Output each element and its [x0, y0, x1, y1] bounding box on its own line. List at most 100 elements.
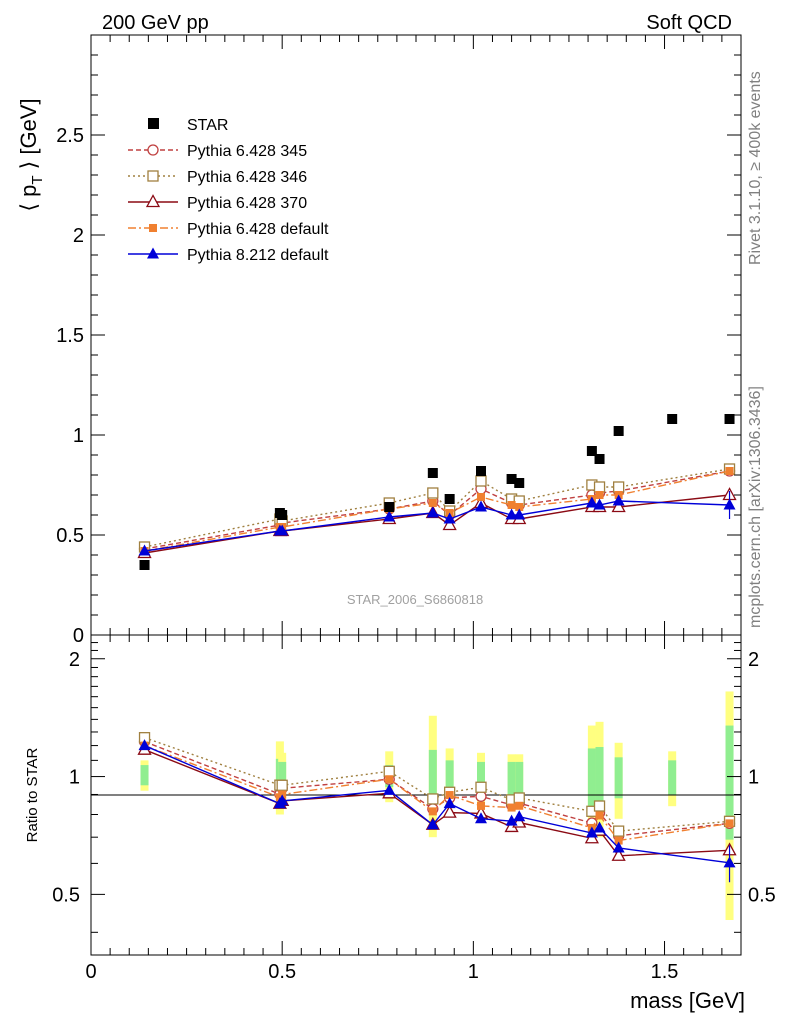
ratio-band-inner — [278, 761, 287, 791]
ratio-point-pythia-6-428-370 — [442, 804, 457, 818]
ratio-point-pythia-6-428-346 — [427, 793, 439, 805]
ratio-point-pythia-6-428-default — [507, 803, 516, 812]
header-left-title: 200 GeV pp — [102, 12, 209, 34]
legend-label: Pythia 6.428 346 — [187, 169, 307, 186]
point-star-data — [514, 478, 525, 488]
ratio-point-pythia-6-428-346 — [475, 781, 487, 793]
ratio-point-pythia-8-212-default — [426, 818, 439, 830]
point-star-data — [724, 414, 735, 424]
ratio-point-pythia-6-428-default — [385, 775, 394, 784]
point-star-data — [139, 560, 150, 570]
point-pythia-8-212-default — [585, 496, 598, 508]
ratio-band-inner — [614, 757, 623, 799]
main-data-layer — [139, 414, 735, 570]
ratio-ticks: 0 0.5 1 1.5 0.5 0.5 1 1 2 2 — [52, 635, 776, 983]
ratio-point-pythia-8-212-default — [593, 821, 606, 833]
ratio-point-pythia-8-212-default — [443, 797, 456, 809]
ratio-band-inner — [477, 761, 485, 791]
y-axis-label-sub: T — [29, 175, 46, 184]
ratio-point-pythia-6-428-default — [477, 801, 485, 810]
main-panel: 0 0.5 1 1.5 2 2.5 STAR_2006_S6860818 — [56, 34, 742, 647]
ratio-point-pythia-8-212-default — [585, 826, 598, 838]
ratio-point-pythia-6-428-346 — [383, 765, 395, 777]
point-pythia-6-428-370 — [442, 517, 457, 531]
x-tick-label: 0.5 — [268, 961, 296, 983]
point-pythia-8-212-default — [505, 508, 518, 520]
legend-marker — [145, 194, 161, 208]
main-series-layer — [137, 463, 737, 559]
legend-marker — [147, 170, 159, 182]
point-pythia-8-212-default — [138, 544, 151, 556]
point-pythia-8-212-default — [513, 508, 526, 520]
point-pythia-6-428-370 — [611, 499, 626, 513]
point-pythia-8-212-default — [426, 506, 439, 518]
point-pythia-8-212-default — [475, 500, 487, 512]
y-tick-label: 1.5 — [56, 325, 84, 347]
mcplots-label: mcplots.cern.ch [arXiv:1306.3436] — [747, 386, 764, 628]
ratio-band-inner — [140, 765, 149, 786]
ratio-band-inner — [668, 760, 677, 795]
ratio-panel: 0 0.5 1 1.5 0.5 0.5 1 1 2 2 — [52, 634, 776, 983]
ratio-point-pythia-6-428-346 — [513, 792, 525, 804]
ratio-point-pythia-8-212-default — [138, 739, 151, 751]
point-pythia-8-212-default — [383, 510, 396, 522]
ratio-bands-layer — [140, 691, 734, 921]
point-pythia-6-428-346 — [612, 481, 625, 493]
x-tick-label: 1 — [468, 961, 479, 983]
ratio-point-pythia-8-212-default — [723, 856, 736, 868]
ratio-tick-label: 0.5 — [52, 884, 80, 906]
legend-marker-star — [148, 118, 159, 129]
legend-label: Pythia 6.428 370 — [187, 195, 307, 212]
y-tick-label: 2 — [73, 225, 84, 247]
ratio-point-pythia-8-212-default — [475, 812, 487, 824]
point-pythia-6-428-346 — [427, 487, 439, 499]
ratio-point-pythia-6-428-default — [445, 791, 454, 800]
point-pythia-6-428-default — [725, 467, 734, 475]
legend: STAR Pythia 6.428 345 Pythia 6.428 346 Pyth… — [128, 117, 329, 264]
point-pythia-6-428-default — [477, 493, 485, 501]
ratio-tick-label-right: 2 — [748, 649, 759, 671]
y-tick-label: 0 — [73, 625, 84, 647]
rivet-version-label: Rivet 3.1.10, ≥ 400k events — [747, 71, 764, 265]
series-line-pythia-6-428-346 — [144, 468, 730, 548]
ratio-point-pythia-8-212-default — [383, 783, 396, 795]
ratio-point-pythia-6-428-default — [725, 819, 734, 828]
point-pythia-8-212-default — [443, 512, 456, 524]
point-star-data — [384, 502, 395, 512]
ratio-band-inner — [515, 761, 524, 795]
point-pythia-8-212-default — [276, 524, 289, 536]
point-star-data — [444, 494, 455, 504]
analysis-watermark: STAR_2006_S6860818 — [347, 592, 483, 607]
x-tick-label: 0 — [85, 961, 96, 983]
point-star-data — [277, 510, 288, 520]
point-pythia-8-212-default — [612, 494, 625, 506]
ratio-y-axis-label: Ratio to STAR — [24, 747, 41, 842]
ratio-point-pythia-6-428-346 — [593, 800, 606, 812]
ratio-band-inner — [595, 747, 604, 811]
header-right-title: Soft QCD — [646, 12, 732, 34]
ratio-series-layer — [137, 732, 737, 883]
point-pythia-6-428-default — [428, 499, 437, 507]
ratio-point-pythia-6-428-346 — [612, 825, 625, 837]
legend-label: Pythia 6.428 345 — [187, 143, 307, 160]
ratio-point-pythia-8-212-default — [513, 810, 526, 822]
point-pythia-6-428-346 — [593, 481, 606, 493]
point-pythia-6-428-346 — [475, 475, 487, 487]
ratio-band-inner — [507, 761, 516, 795]
legend-label: Pythia 8.212 default — [187, 247, 329, 264]
point-star-data — [613, 426, 624, 436]
series-line-pythia-8-212-default — [144, 500, 730, 552]
y-tick-label: 0.5 — [56, 525, 84, 547]
y-axis-label-open: ⟨ p — [16, 185, 41, 212]
ratio-band-inner — [428, 749, 437, 805]
ratio-point-pythia-6-428-346 — [276, 779, 288, 791]
point-pythia-6-428-default — [595, 491, 604, 499]
point-star-data — [594, 454, 605, 464]
ratio-point-pythia-6-428-default — [614, 836, 623, 845]
point-pythia-8-212-default — [593, 498, 606, 510]
point-star-data — [586, 446, 597, 456]
x-axis-label: mass [GeV] — [630, 988, 745, 1013]
ratio-tick-label: 1 — [69, 767, 80, 789]
point-star-data — [476, 466, 486, 476]
ratio-band-inner — [445, 760, 454, 795]
